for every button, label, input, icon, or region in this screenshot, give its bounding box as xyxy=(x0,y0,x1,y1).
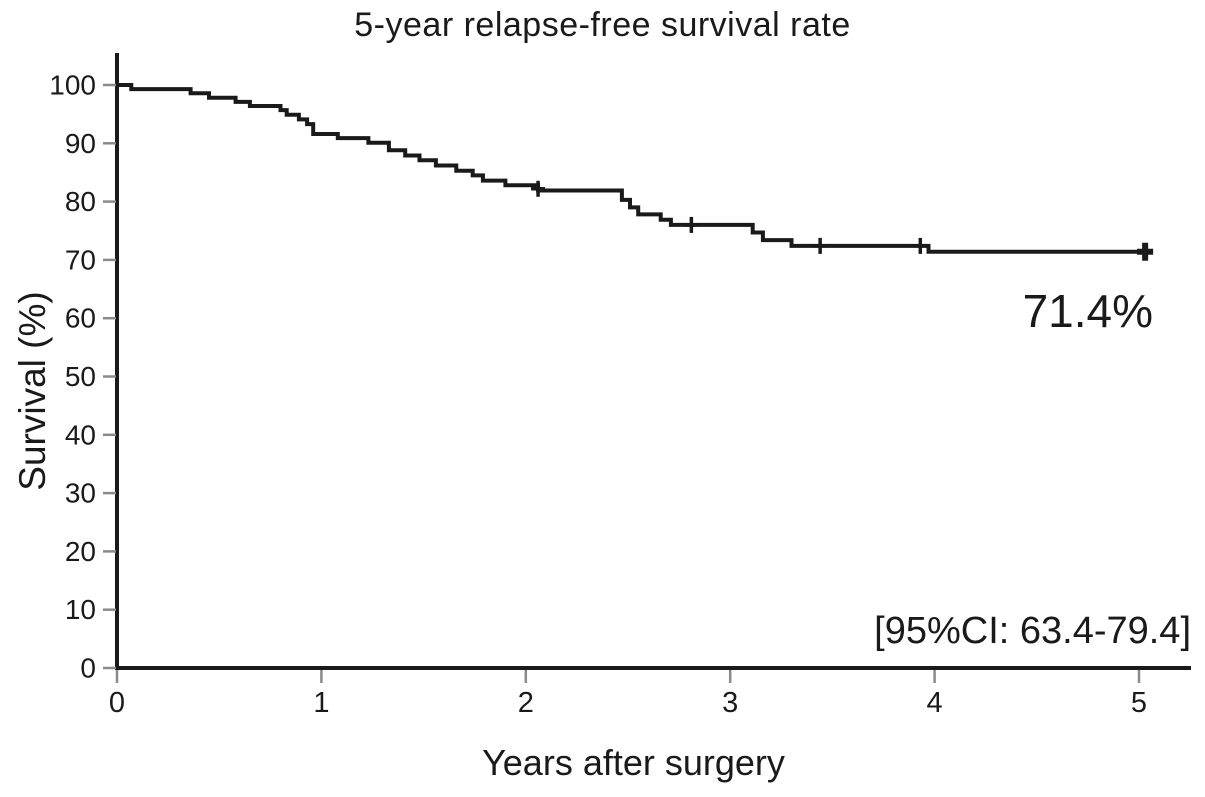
y-axis-label: Survival (%) xyxy=(12,291,53,491)
y-tick-label: 20 xyxy=(65,536,96,567)
y-tick-label: 90 xyxy=(65,128,96,159)
chart-title: 5-year relapse-free survival rate xyxy=(354,6,851,44)
y-tick-label: 10 xyxy=(65,594,96,625)
x-tick-label: 0 xyxy=(109,687,125,719)
x-axis-label: Years after surgery xyxy=(482,742,785,783)
y-tick-label: 40 xyxy=(65,419,96,450)
y-tick-label: 0 xyxy=(80,653,96,684)
y-tick-label: 50 xyxy=(65,361,96,392)
y-tick-label: 80 xyxy=(65,186,96,217)
x-tick-label: 4 xyxy=(927,687,943,719)
axes-lines xyxy=(115,53,1191,670)
confidence-interval-annotation: [95%CI: 63.4-79.4] xyxy=(874,610,1191,652)
x-tick-label: 2 xyxy=(518,687,534,719)
final-survival-rate-annotation: 71.4% xyxy=(1022,285,1153,337)
x-tick-label: 1 xyxy=(313,687,329,719)
y-tick-label: 60 xyxy=(65,303,96,334)
y-tick-label: 70 xyxy=(65,244,96,275)
x-tick-label: 5 xyxy=(1131,687,1147,719)
survival-curve xyxy=(117,83,1150,254)
y-tick-label: 30 xyxy=(65,478,96,509)
y-tick-label: 100 xyxy=(49,70,96,101)
x-tick-label: 3 xyxy=(722,687,738,719)
